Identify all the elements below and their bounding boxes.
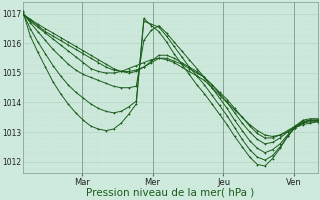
X-axis label: Pression niveau de la mer( hPa ): Pression niveau de la mer( hPa ) <box>86 188 254 198</box>
